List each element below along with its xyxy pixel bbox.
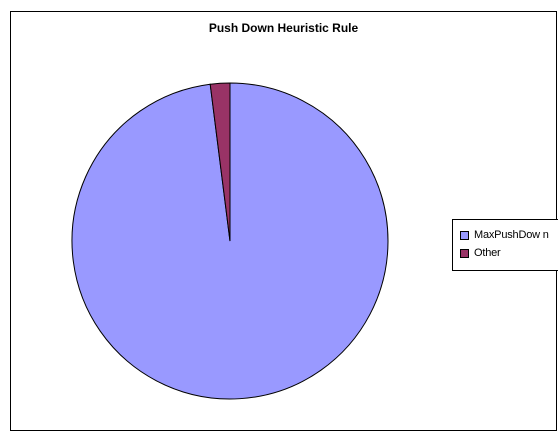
legend-label-other: Other bbox=[474, 247, 501, 259]
legend-swatch-maxpushdown bbox=[460, 230, 469, 240]
chart-title: Push Down Heuristic Rule bbox=[208, 21, 359, 35]
pie-slice-other bbox=[209, 82, 231, 242]
legend: MaxPushDow n Other bbox=[452, 219, 558, 271]
legend-item-other: Other bbox=[460, 246, 501, 260]
legend-label-maxpushdown: MaxPushDow n bbox=[474, 229, 549, 241]
pie-chart bbox=[71, 82, 389, 400]
legend-swatch-other bbox=[460, 248, 469, 258]
chart-frame: Push Down Heuristic Rule MaxPushDow n Ot… bbox=[10, 11, 558, 431]
legend-item-maxpushdown: MaxPushDow n bbox=[460, 228, 549, 242]
